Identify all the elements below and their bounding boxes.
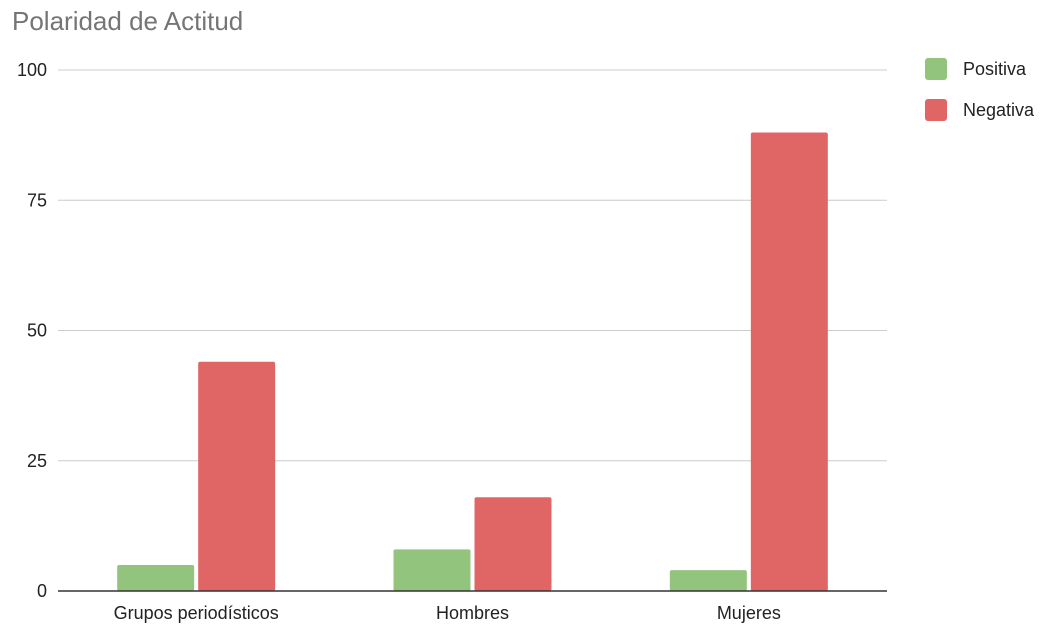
x-axis-ticks: Grupos periodísticos Hombres Mujeres [114,603,781,623]
x-tick-label: Mujeres [717,603,781,623]
bars [117,132,828,591]
y-tick-label: 75 [27,190,47,210]
legend-swatch-positiva [925,58,947,80]
y-tick-label: 100 [17,60,47,80]
legend: Positiva Negativa [925,58,1034,140]
legend-item-positiva: Positiva [925,58,1034,80]
y-tick-label: 25 [27,451,47,471]
legend-label-negativa: Negativa [963,99,1035,120]
bar-positiva-2 [669,570,747,591]
bar-positiva-1 [393,549,471,591]
gridlines [58,69,887,462]
bar-negativa-0 [198,361,276,591]
legend-label-positiva: Positiva [963,58,1027,79]
legend-item-negativa: Negativa [925,99,1034,121]
y-tick-label: 0 [37,581,47,601]
x-tick-label: Hombres [436,603,509,623]
y-axis-ticks: 0 25 50 75 100 [17,60,47,601]
chart-title: Polaridad de Actitud [12,6,244,36]
legend-swatch-negativa [925,99,947,121]
bar-negativa-2 [750,132,828,591]
x-tick-label: Grupos periodísticos [114,603,279,623]
bar-positiva-0 [117,564,195,591]
bar-negativa-1 [474,497,552,591]
y-tick-label: 50 [27,321,47,341]
